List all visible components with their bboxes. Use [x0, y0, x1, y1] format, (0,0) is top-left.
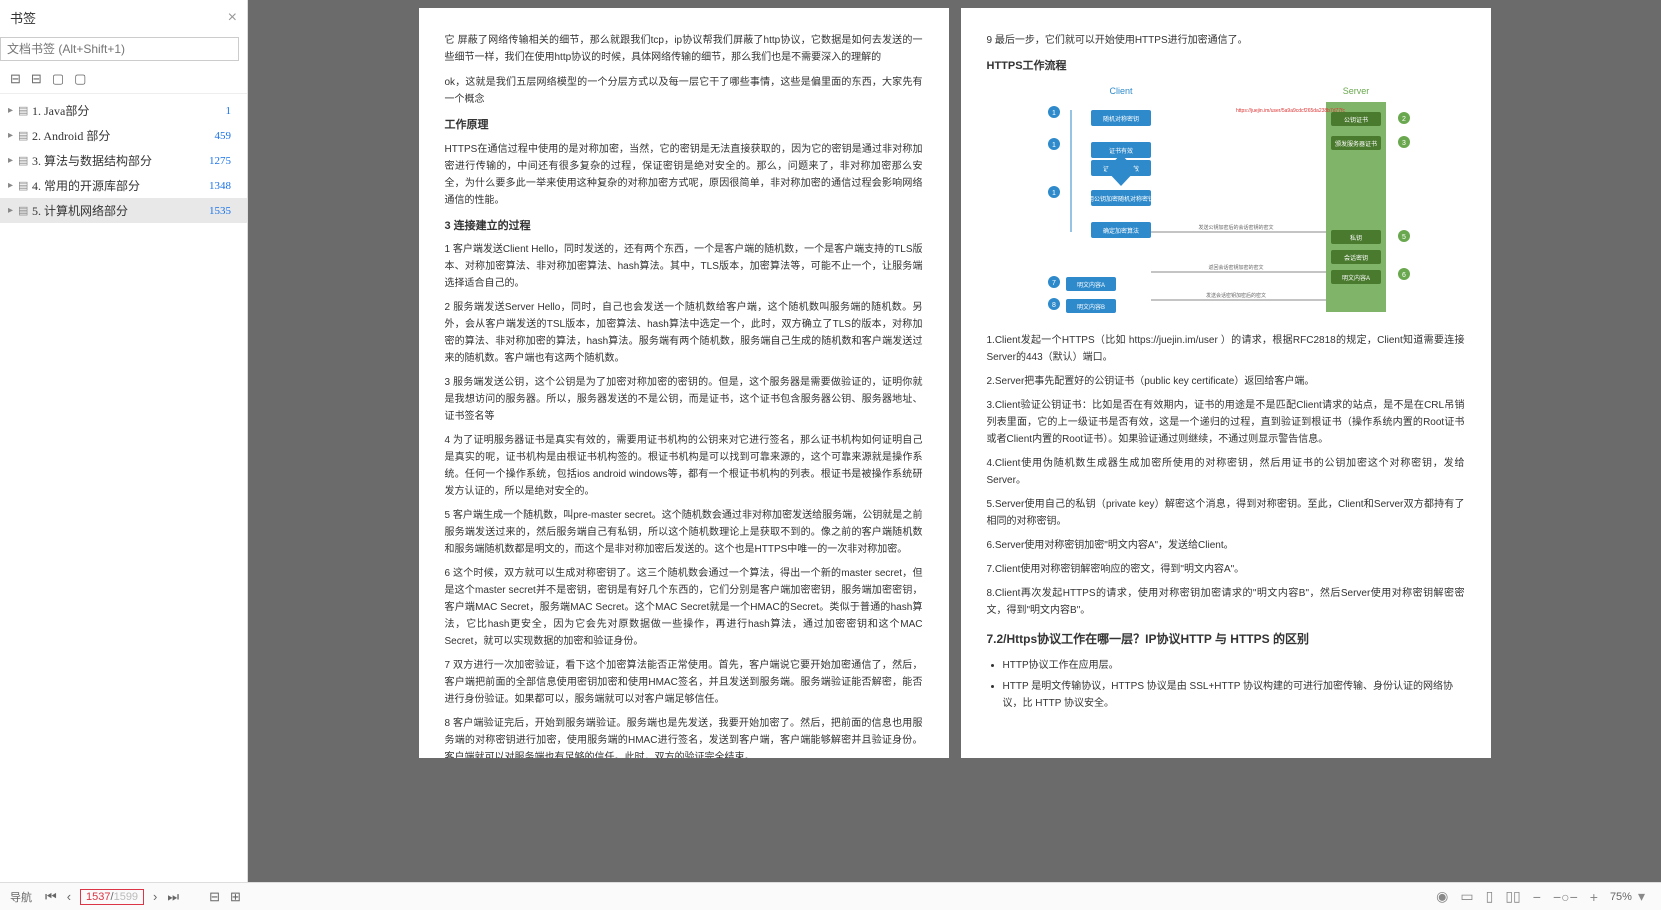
list-item: HTTP 是明文传输协议，HTTPS 协议是由 SSL+HTTP 协议构建的可进…: [1003, 678, 1465, 712]
bookmark-search-input[interactable]: [0, 37, 239, 61]
svg-text:发送公钥加密后的会话密钥的密文: 发送公钥加密后的会话密钥的密文: [1198, 224, 1273, 231]
sidebar-toolbar: ⊟ ⊟ ▢ ▢: [0, 65, 247, 94]
bookmark-item[interactable]: ▸▤3. 算法与数据结构部分1275: [0, 148, 247, 173]
heading-principle: 工作原理: [445, 116, 923, 135]
read-mode-icon[interactable]: ▭: [1454, 888, 1479, 905]
list-item: 6.Server使用对称密钥加密"明文内容A"，发送给Client。: [987, 537, 1465, 554]
svg-text:5: 5: [1402, 234, 1406, 241]
svg-text:发送会话密钥加密后的密文: 发送会话密钥加密后的密文: [1205, 292, 1265, 299]
single-page-icon[interactable]: ▯: [1480, 888, 1500, 905]
svg-text:明文内容A: 明文内容A: [1341, 274, 1369, 282]
svg-text:会话密钥: 会话密钥: [1343, 254, 1367, 262]
total-pages: 1599: [114, 891, 138, 903]
list-item: 4 为了证明服务器证书是真实有效的，需要用证书机构的公钥来对它进行签名，那么证书…: [445, 432, 923, 500]
list-item: 1 客户端发送Client Hello，同时发送的，还有两个东西，一个是客户端的…: [445, 241, 923, 292]
bookmark-item[interactable]: ▸▤4. 常用的开源库部分1348: [0, 173, 247, 198]
list-item: 7 双方进行一次加密验证，看下这个加密算法能否正常使用。首先，客户端说它要开始加…: [445, 657, 923, 708]
view-mode-icon[interactable]: ◉: [1430, 888, 1454, 905]
svg-text:公钥证书: 公钥证书: [1343, 116, 1367, 124]
collapse-icon[interactable]: ⊟: [31, 71, 42, 87]
two-page-icon[interactable]: ▯▯: [1499, 888, 1526, 905]
bookmark-list: ▸▤1. Java部分1▸▤2. Android 部分459▸▤3. 算法与数据…: [0, 94, 247, 227]
zoom-in-button[interactable]: +: [1584, 889, 1604, 905]
svg-text:8: 8: [1052, 302, 1056, 309]
paragraph: HTTPS在通信过程中使用的是对称加密，当然，它的密钥是无法直接获取的，因为它的…: [445, 141, 923, 209]
svg-text:明文内容A: 明文内容A: [1076, 281, 1104, 289]
document-viewport: 它 屏蔽了网络传输相关的细节，那么就跟我们tcp，ip协议帮我们屏蔽了http协…: [248, 0, 1661, 882]
svg-text:Client: Client: [1109, 86, 1133, 96]
svg-text:https://juejin.im/user/5a9a9cd: https://juejin.im/user/5a9a9cdcf265da238…: [1236, 108, 1345, 114]
https-flow-diagram: ClientServer随机对称密钥证书有效证书是否有效用公钥加密随机对称密钥确…: [1016, 82, 1436, 322]
first-page-button[interactable]: ⏮: [40, 889, 62, 905]
last-page-button[interactable]: ⏭: [162, 889, 184, 905]
svg-text:颁发服务器证书: 颁发服务器证书: [1334, 140, 1376, 148]
paragraph: 9 最后一步，它们就可以开始使用HTTPS进行加密通信了。: [987, 32, 1465, 49]
list-item: 8.Client再次发起HTTPS的请求，使用对称密钥加密请求的"明文内容B"，…: [987, 585, 1465, 619]
svg-text:用公钥加密随机对称密钥: 用公钥加密随机对称密钥: [1087, 195, 1153, 203]
svg-text:1: 1: [1052, 110, 1056, 117]
nav-label: 导航: [10, 889, 32, 905]
sidebar-title: 书签: [10, 8, 36, 27]
list-item: 5.Server使用自己的私钥（private key）解密这个消息，得到对称密…: [987, 496, 1465, 530]
svg-text:确定加密算法: 确定加密算法: [1102, 227, 1138, 235]
zoom-slider-icon[interactable]: −○−: [1547, 889, 1584, 905]
next-page-button[interactable]: ›: [148, 889, 162, 904]
svg-text:6: 6: [1402, 272, 1406, 279]
prev-page-button[interactable]: ‹: [62, 889, 76, 904]
fit-width-icon[interactable]: ⊟: [204, 889, 225, 905]
list-item: 2 服务端发送Server Hello，同时，自己也会发送一个随机数给客户端，这…: [445, 299, 923, 367]
svg-text:返回会话密钥加密的密文: 返回会话密钥加密的密文: [1208, 264, 1263, 271]
bookmark-item[interactable]: ▸▤5. 计算机网络部分1535: [0, 198, 247, 223]
bookmark-item[interactable]: ▸▤2. Android 部分459: [0, 123, 247, 148]
heading-https-flow: HTTPS工作流程: [987, 57, 1465, 76]
svg-text:明文内容B: 明文内容B: [1076, 303, 1104, 311]
list-item: 7.Client使用对称密钥解密响应的密文，得到"明文内容A"。: [987, 561, 1465, 578]
list-item: 4.Client使用伪随机数生成器生成加密所使用的对称密钥，然后用证书的公钥加密…: [987, 455, 1465, 489]
bookmarks-sidebar: 书签 × ⊟ ⊟ ▢ ▢ ▸▤1. Java部分1▸▤2. Android 部分…: [0, 0, 248, 882]
zoom-level: 75%: [1610, 891, 1632, 903]
page-right: 9 最后一步，它们就可以开始使用HTTPS进行加密通信了。 HTTPS工作流程 …: [961, 8, 1491, 758]
fit-page-icon[interactable]: ⊞: [225, 889, 246, 905]
list-item: HTTP协议工作在应用层。: [1003, 657, 1465, 674]
list-item: 3.Client验证公钥证书：比如是否在有效期内，证书的用途是不是匹配Clien…: [987, 397, 1465, 448]
list-item: 3 服务端发送公钥，这个公钥是为了加密对称加密的密钥的。但是，这个服务器是需要做…: [445, 374, 923, 425]
bookmark-icon[interactable]: ▢: [52, 71, 64, 87]
svg-text:Server: Server: [1342, 86, 1369, 96]
bookmark-item[interactable]: ▸▤1. Java部分1: [0, 98, 247, 123]
heading-connection: 3 连接建立的过程: [445, 217, 923, 236]
list-item: 8 客户端验证完后，开始到服务端验证。服务端也是先发送，我要开始加密了。然后，把…: [445, 715, 923, 758]
svg-text:随机对称密钥: 随机对称密钥: [1102, 115, 1138, 123]
paragraph: 它 屏蔽了网络传输相关的细节，那么就跟我们tcp，ip协议帮我们屏蔽了http协…: [445, 32, 923, 66]
zoom-dropdown-icon[interactable]: ▾: [1632, 888, 1651, 905]
close-sidebar-button[interactable]: ×: [228, 9, 237, 27]
svg-text:1: 1: [1052, 142, 1056, 149]
svg-text:7: 7: [1052, 280, 1056, 287]
page-number-field[interactable]: 1537/1599: [80, 889, 144, 905]
list-item: 6 这个时候，双方就可以生成对称密钥了。这三个随机数会通过一个算法，得出一个新的…: [445, 565, 923, 650]
svg-text:3: 3: [1402, 140, 1406, 147]
svg-text:1: 1: [1052, 190, 1056, 197]
bookmark-alt-icon[interactable]: ▢: [74, 71, 86, 87]
svg-text:私钥: 私钥: [1349, 234, 1361, 242]
svg-text:2: 2: [1402, 116, 1406, 123]
zoom-out-button[interactable]: −: [1527, 889, 1547, 905]
page-left: 它 屏蔽了网络传输相关的细节，那么就跟我们tcp，ip协议帮我们屏蔽了http协…: [419, 8, 949, 758]
paragraph: ok，这就是我们五层网络模型的一个分层方式以及每一层它干了哪些事情，这些是偏里面…: [445, 74, 923, 108]
svg-text:证书有效: 证书有效: [1108, 147, 1132, 155]
status-bar: 导航 ⏮ ‹ 1537/1599 › ⏭ ⊟ ⊞ ◉ ▭ ▯ ▯▯ − −○− …: [0, 882, 1661, 910]
list-item: 5 客户端生成一个随机数，叫pre-master secret。这个随机数会通过…: [445, 507, 923, 558]
expand-icon[interactable]: ⊟: [10, 71, 21, 87]
current-page: 1537: [86, 891, 110, 903]
list-item: 2.Server把事先配置好的公钥证书（public key certifica…: [987, 373, 1465, 390]
list-item: 1.Client发起一个HTTPS（比如 https://juejin.im/u…: [987, 332, 1465, 366]
heading-7-2: 7.2/Https协议工作在哪一层？IP协议HTTP 与 HTTPS 的区别: [987, 629, 1465, 649]
